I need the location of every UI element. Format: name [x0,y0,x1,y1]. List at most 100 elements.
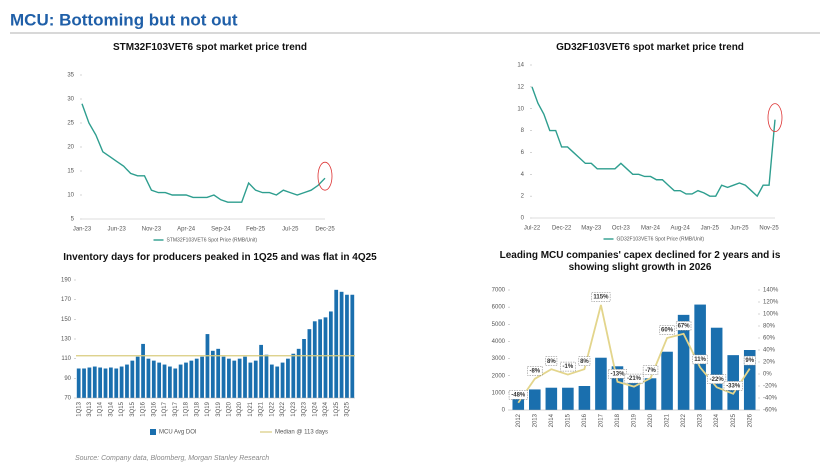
y-tick-label: -40% [763,396,778,402]
y-tick-label: 170 [61,297,72,303]
legend-label: MCU Avg DOI [159,430,197,436]
bar [264,354,269,398]
x-tick-label: 1Q16 [141,401,147,416]
y-tick-label: 140% [763,288,779,294]
y-tick-label: 7000 [492,288,506,294]
bar [232,360,237,398]
y-tick-label: 10 [67,193,74,199]
bar [119,366,124,398]
x-tick-label: 1Q18 [184,401,190,416]
bar [178,364,183,398]
y-tick-label: 40% [763,348,776,354]
y-tick-label: 2 [521,194,525,200]
bar [200,356,204,398]
bar [302,339,306,398]
y-tick-label: 6000 [492,305,506,311]
y-tick-label: 35 [67,73,74,79]
data-label: -8% [529,368,540,374]
label-box [508,390,528,400]
bar [103,368,108,398]
bar [334,289,339,398]
x-tick-label: 1Q22 [269,401,275,416]
y-tick-label: 5 [71,217,75,223]
x-tick-label: Jan-23 [73,227,92,233]
bar [141,343,145,398]
bar [328,311,333,398]
x-tick-label: 2012 [516,413,522,427]
x-tick-label: Jun-23 [108,227,127,233]
bar [92,366,97,398]
bar [108,367,113,398]
data-label: 60% [661,328,674,334]
x-tick-label: 3Q22 [280,401,286,416]
x-tick-label: 2023 [698,413,704,427]
bar [227,358,231,398]
x-tick-label: Jan-25 [701,226,720,232]
x-tick-label: 1Q21 [248,401,254,416]
bar [253,360,258,398]
data-label: -48% [511,392,526,398]
x-tick-label: 3Q15 [130,401,136,416]
bar [318,319,323,398]
label-box [578,356,591,366]
data-label: 11% [694,357,706,363]
y-tick-label: 6 [521,150,525,156]
label-box [545,356,558,366]
bar [76,368,81,398]
bar [595,357,607,410]
x-tick-label: 1Q14 [98,401,104,416]
bar [189,360,194,398]
x-tick-label: 2021 [665,413,671,427]
bar [710,327,723,410]
chart-title: Inventory days for producers peaked in 1… [63,252,377,263]
x-tick-label: Oct-23 [612,226,631,232]
x-tick-label: Dec-25 [315,227,335,233]
label-box [743,355,756,366]
data-label: 8% [580,359,589,365]
x-tick-label: 2026 [747,413,753,427]
data-label: 8% [547,359,556,365]
x-tick-label: 3Q23 [302,401,308,416]
x-tick-label: 2019 [632,413,638,427]
x-tick-label: 1Q17 [162,401,168,416]
bar [87,367,92,398]
x-tick-label: Mar-24 [641,226,661,232]
data-label: -33% [726,383,741,389]
bar [661,351,673,410]
y-tick-label: 70 [64,396,71,402]
y-tick-label: 150 [61,317,72,323]
x-tick-label: May-23 [581,226,602,232]
bar [259,344,263,398]
bar [205,334,210,398]
y-tick-label: 100% [763,312,779,318]
bar [221,356,226,398]
x-tick-label: 1Q25 [334,401,340,416]
bar [350,294,355,398]
y-tick-label: 0 [502,408,506,414]
highlight-circle [317,161,333,191]
label-box [591,292,611,302]
y-tick-label: 3000 [492,356,506,362]
bar [135,356,140,398]
bar [512,398,525,410]
data-label: -21% [627,376,642,382]
label-box [723,381,743,391]
source: Source: Company data, Bloomberg, Morgan … [75,455,269,462]
x-tick-label: Jul-22 [524,226,541,232]
x-tick-label: 2013 [532,413,538,427]
x-tick-label: 2016 [582,413,588,427]
y-tick-label: 60% [763,336,776,342]
bar [628,374,640,410]
x-tick-label: 1Q15 [119,401,125,416]
y-tick-label: 130 [61,337,72,343]
label-box [659,325,675,335]
bar [98,367,103,398]
y-tick-label: 4 [521,172,525,178]
bar [339,291,344,398]
data-label: -7% [645,368,656,374]
legend-swatch [150,429,156,435]
bar [157,362,162,398]
x-tick-label: Sep-24 [211,227,231,233]
x-tick-label: 3Q21 [259,401,265,416]
